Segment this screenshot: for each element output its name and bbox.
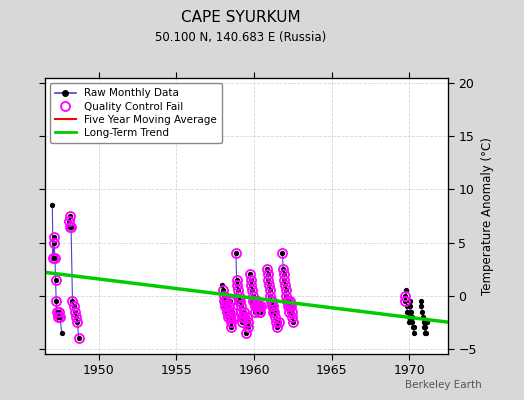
- Legend: Raw Monthly Data, Quality Control Fail, Five Year Moving Average, Long-Term Tren: Raw Monthly Data, Quality Control Fail, …: [50, 83, 222, 143]
- Text: Berkeley Earth: Berkeley Earth: [406, 380, 482, 390]
- Y-axis label: Temperature Anomaly (°C): Temperature Anomaly (°C): [481, 137, 494, 295]
- Text: 50.100 N, 140.683 E (Russia): 50.100 N, 140.683 E (Russia): [156, 32, 326, 44]
- Text: CAPE SYURKUM: CAPE SYURKUM: [181, 10, 301, 26]
